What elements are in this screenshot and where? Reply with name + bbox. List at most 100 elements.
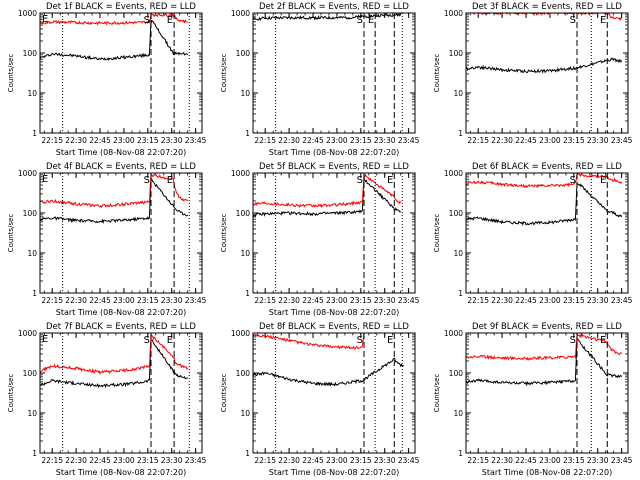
x-tick-label: 23:45 bbox=[185, 136, 207, 145]
y-tick-label: 10 bbox=[453, 409, 463, 418]
plot-frame bbox=[465, 12, 629, 134]
x-tick-label: 22:15 bbox=[41, 296, 63, 305]
x-tick-label: 23:45 bbox=[398, 296, 420, 305]
marker-label: E bbox=[368, 15, 374, 26]
panel-title: Det 1f BLACK = Events, RED = LLD bbox=[46, 2, 196, 12]
detector-panel: Det 3f BLACK = Events, RED = LLD Counts/s… bbox=[433, 2, 633, 145]
detector-panel: Det 4f BLACK = Events, RED = LLD Counts/s… bbox=[7, 162, 207, 317]
y-axis-label: Counts/sec bbox=[7, 54, 15, 93]
x-tick-label: 23:15 bbox=[350, 136, 372, 145]
x-tick-label: 23:45 bbox=[185, 456, 207, 465]
x-tick-label: 23:00 bbox=[113, 136, 135, 145]
x-tick-label: 22:30 bbox=[278, 136, 300, 145]
x-axis-label: Start Time (08-Nov-08 22:07:20) bbox=[56, 468, 186, 477]
x-tick-label: 23:00 bbox=[539, 456, 561, 465]
plot-frame bbox=[252, 172, 416, 294]
y-tick-label: 10 bbox=[240, 409, 250, 418]
lld-series-line bbox=[253, 173, 402, 209]
y-tick-label: 1000 bbox=[231, 329, 250, 338]
y-tick-label: 10 bbox=[27, 249, 37, 258]
x-tick-label: 22:15 bbox=[254, 296, 276, 305]
x-tick-label: 22:15 bbox=[467, 296, 489, 305]
y-tick-label: 1000 bbox=[231, 169, 250, 178]
y-tick-label: 100 bbox=[449, 369, 464, 378]
x-tick-label: 23:00 bbox=[539, 136, 561, 145]
y-tick-label: 1 bbox=[458, 289, 463, 298]
marker-label: S bbox=[570, 175, 576, 186]
marker-label: S bbox=[570, 15, 576, 26]
panel-title: Det 3f BLACK = Events, RED = LLD bbox=[472, 2, 622, 12]
y-tick-label: 1000 bbox=[18, 329, 37, 338]
x-tick-label: 22:30 bbox=[65, 136, 87, 145]
marker-label: E bbox=[167, 175, 173, 186]
events-series-line bbox=[40, 339, 188, 389]
marker-label: S bbox=[144, 15, 150, 26]
x-tick-label: 23:30 bbox=[374, 456, 396, 465]
x-tick-label: 22:30 bbox=[65, 456, 87, 465]
lld-series-line bbox=[253, 333, 365, 350]
y-tick-label: 1 bbox=[245, 449, 250, 458]
plot-frame bbox=[465, 172, 629, 294]
x-tick-label: 22:15 bbox=[41, 456, 63, 465]
x-tick-label: 23:15 bbox=[563, 296, 585, 305]
x-tick-label: 23:15 bbox=[137, 456, 159, 465]
y-tick-label: 100 bbox=[23, 49, 38, 58]
x-axis-label: Start Time (08-Nov-08 22:07:20) bbox=[269, 468, 399, 477]
x-tick-label: 23:30 bbox=[587, 456, 609, 465]
x-tick-label: 22:45 bbox=[89, 296, 111, 305]
y-tick-label: 10 bbox=[453, 249, 463, 258]
detector-panel: Det 5f BLACK = Events, RED = LLD Counts/s… bbox=[220, 162, 420, 317]
y-axis-label: Counts/sec bbox=[433, 54, 441, 93]
marker-label: S bbox=[570, 335, 576, 346]
marker-label: E bbox=[600, 335, 606, 346]
detector-panel: Det 6f BLACK = Events, RED = LLD Counts/s… bbox=[433, 162, 633, 305]
marker-label: E bbox=[600, 175, 606, 186]
panel-title: Det 4f BLACK = Events, RED = LLD bbox=[46, 162, 196, 172]
x-axis-label: Start Time (08-Nov-08 22:07:20) bbox=[56, 308, 186, 317]
y-tick-label: 1000 bbox=[231, 9, 250, 18]
events-series-line bbox=[466, 338, 623, 387]
x-tick-label: 23:15 bbox=[350, 456, 372, 465]
x-tick-label: 23:30 bbox=[374, 296, 396, 305]
y-axis-label: Counts/sec bbox=[433, 374, 441, 413]
x-tick-label: 23:30 bbox=[161, 136, 183, 145]
y-axis-label: Counts/sec bbox=[220, 214, 228, 253]
lld-series-line bbox=[466, 173, 623, 189]
y-tick-label: 1000 bbox=[444, 329, 463, 338]
events-series-line bbox=[40, 19, 188, 62]
y-tick-label: 100 bbox=[236, 369, 251, 378]
marker-label: S bbox=[144, 175, 150, 186]
lld-series-line bbox=[40, 13, 188, 26]
y-tick-label: 1 bbox=[245, 289, 250, 298]
x-tick-label: 23:15 bbox=[563, 136, 585, 145]
panel-title: Det 6f BLACK = Events, RED = LLD bbox=[472, 162, 622, 172]
y-tick-label: 10 bbox=[27, 409, 37, 418]
x-tick-label: 22:45 bbox=[89, 456, 111, 465]
marker-label: E bbox=[167, 15, 173, 26]
marker-label: E bbox=[387, 175, 393, 186]
x-axis-label: Start Time (08-Nov-08 22:07:20) bbox=[269, 308, 399, 317]
x-tick-label: 22:30 bbox=[278, 456, 300, 465]
y-tick-label: 100 bbox=[449, 49, 464, 58]
x-tick-label: 22:45 bbox=[302, 136, 324, 145]
marker-label: S bbox=[357, 15, 363, 26]
marker-label: E bbox=[167, 335, 173, 346]
detector-panel: Det 9f BLACK = Events, RED = LLD Counts/s… bbox=[433, 322, 633, 477]
marker-label: E bbox=[387, 335, 393, 346]
x-tick-label: 23:00 bbox=[326, 296, 348, 305]
x-tick-label: 23:00 bbox=[113, 296, 135, 305]
x-tick-label: 22:15 bbox=[254, 136, 276, 145]
x-tick-label: 22:45 bbox=[302, 456, 324, 465]
x-tick-label: 23:15 bbox=[137, 296, 159, 305]
x-tick-label: 22:15 bbox=[254, 456, 276, 465]
events-series-line bbox=[253, 13, 402, 21]
x-tick-label: 22:30 bbox=[278, 296, 300, 305]
y-axis-label: Counts/sec bbox=[433, 214, 441, 253]
x-axis-label: Start Time (08-Nov-08 22:07:20) bbox=[269, 148, 399, 157]
x-tick-label: 23:15 bbox=[350, 296, 372, 305]
events-series-line bbox=[253, 357, 405, 387]
x-tick-label: 23:30 bbox=[161, 456, 183, 465]
plot-frame bbox=[39, 332, 203, 454]
